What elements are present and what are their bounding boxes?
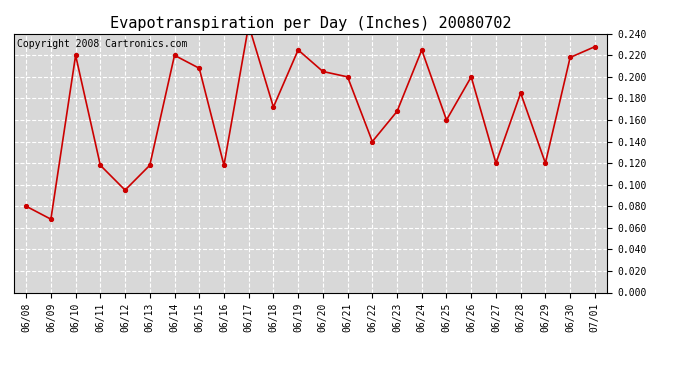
Title: Evapotranspiration per Day (Inches) 20080702: Evapotranspiration per Day (Inches) 2008… <box>110 16 511 31</box>
Text: Copyright 2008 Cartronics.com: Copyright 2008 Cartronics.com <box>17 39 187 49</box>
